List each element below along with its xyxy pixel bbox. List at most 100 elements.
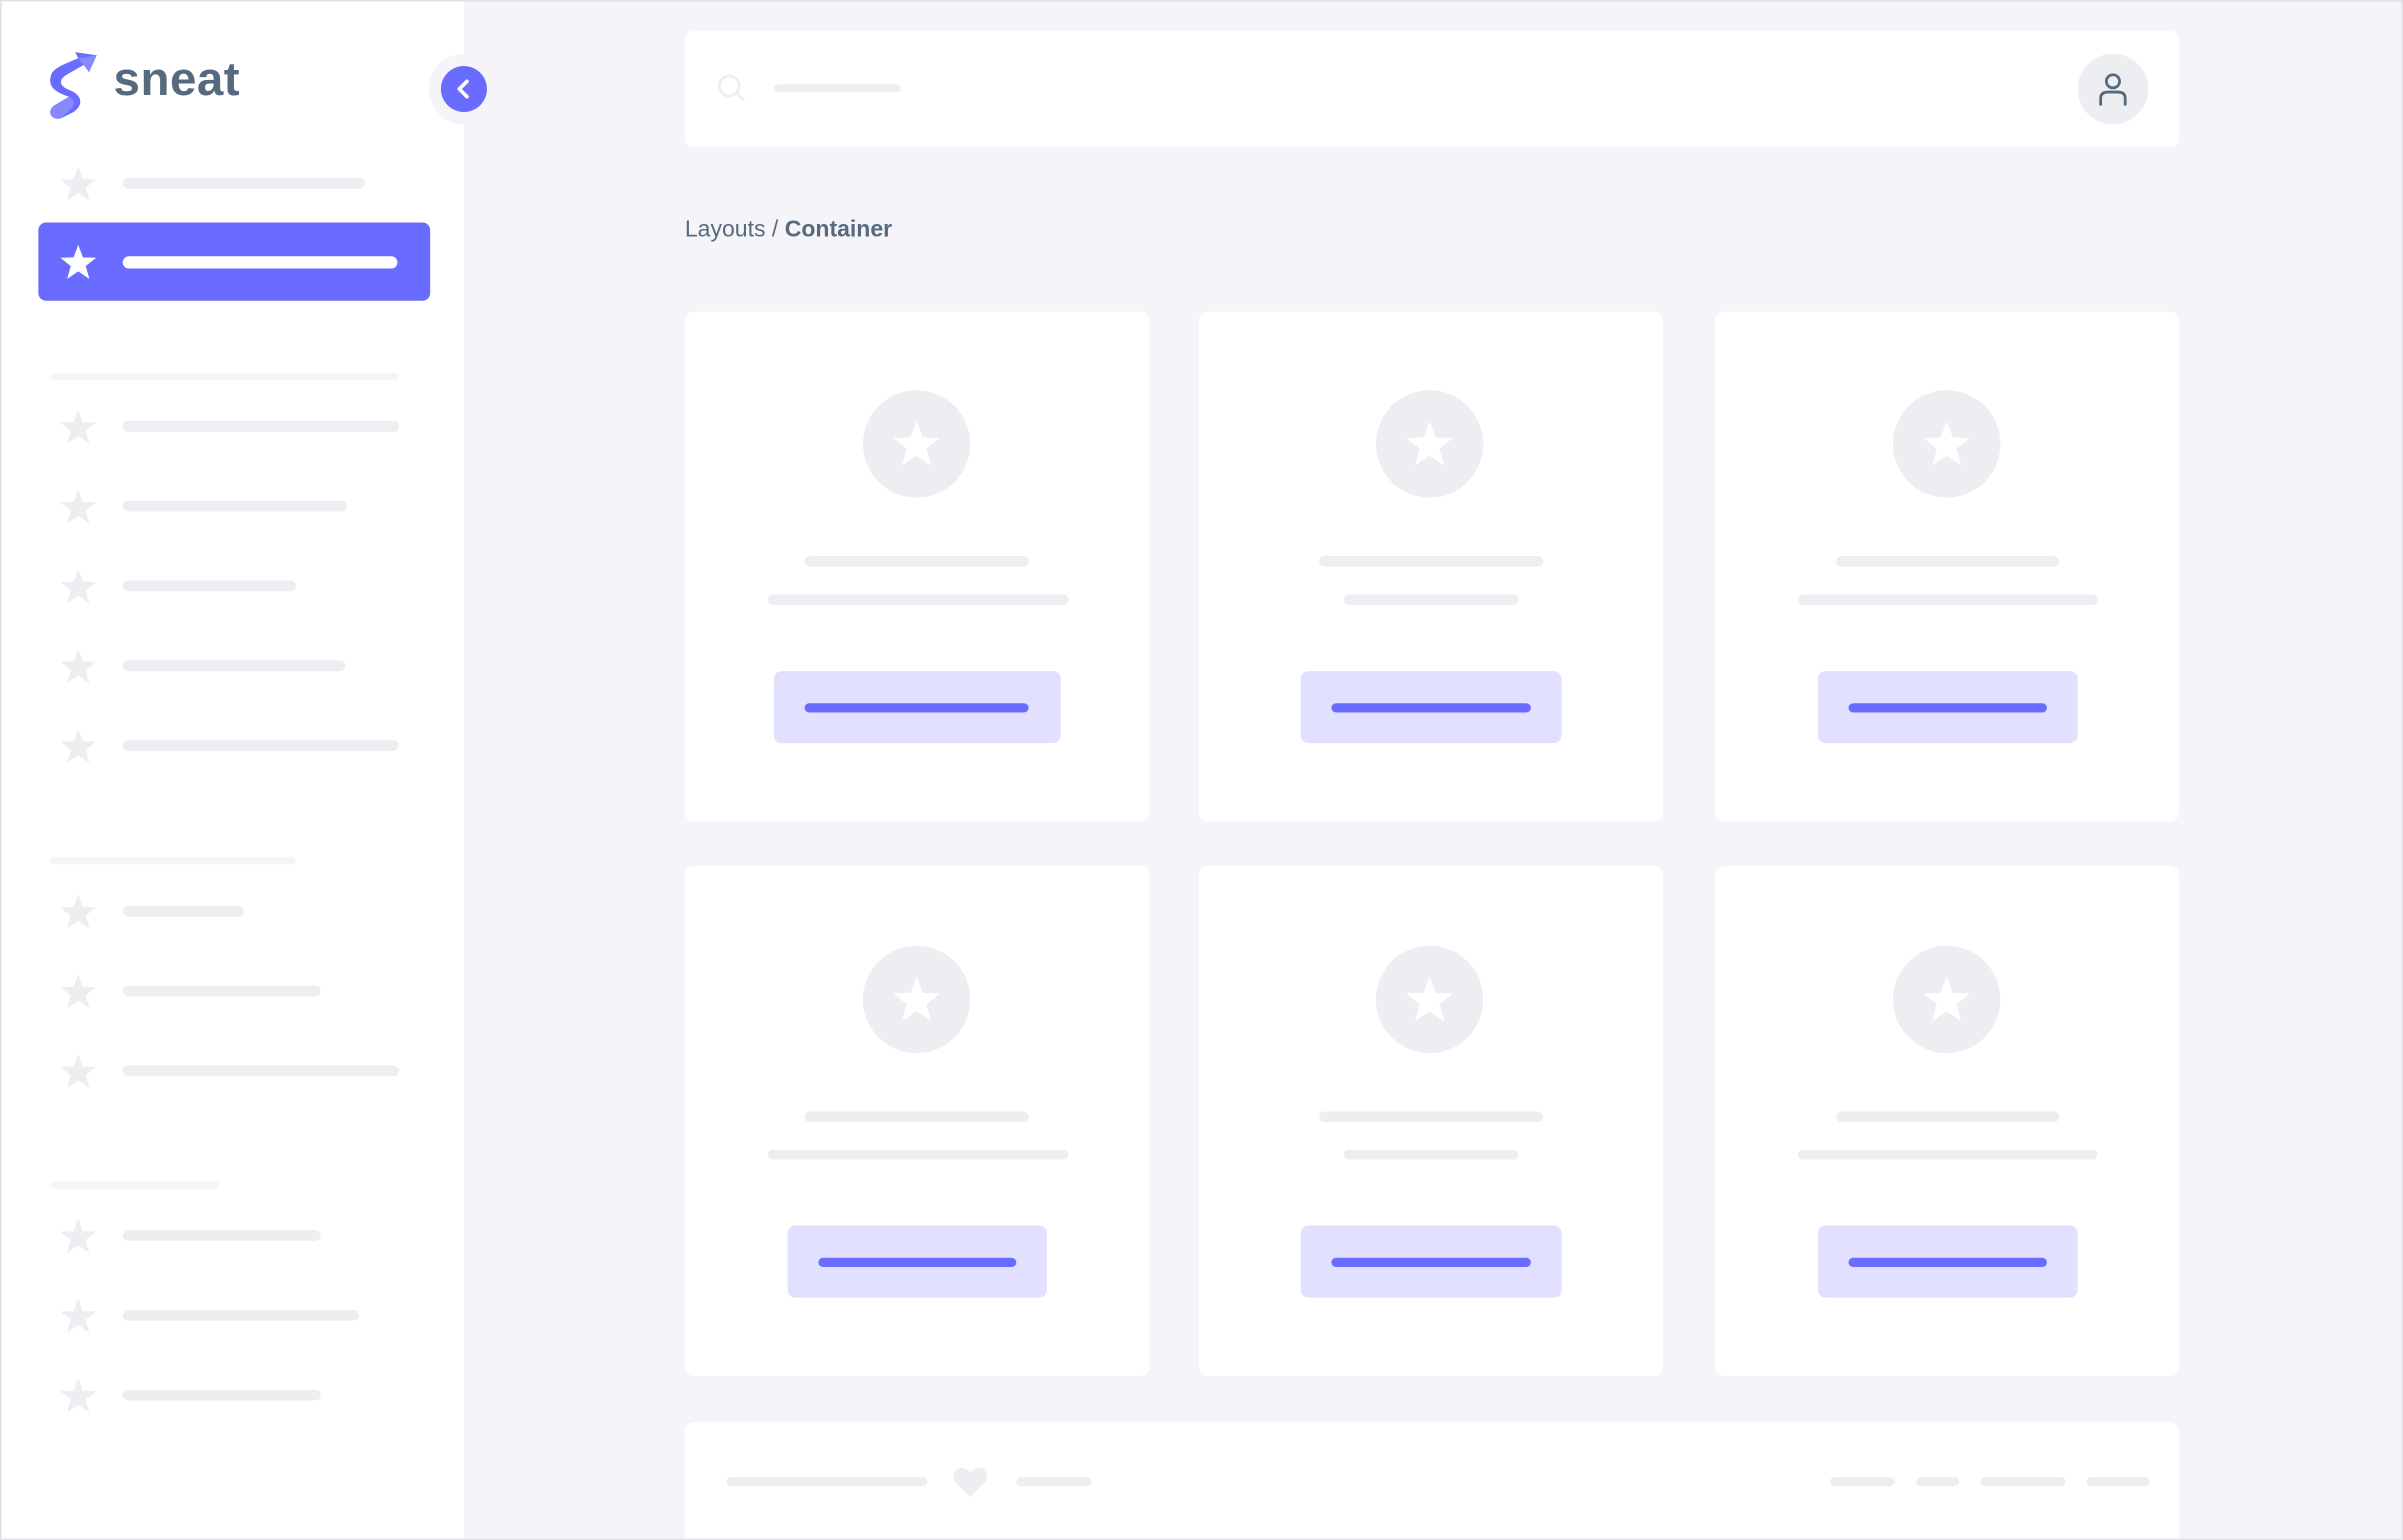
sidebar-section-header [50,856,297,865]
footer-link[interactable] [1016,1477,1092,1487]
star-icon [58,972,98,1012]
card-action-button[interactable] [787,1225,1047,1298]
breadcrumb-current: Container [784,216,893,243]
star-icon [60,649,97,684]
user-avatar-button[interactable] [2077,53,2149,125]
card-icon-circle [1375,390,1484,498]
star-icon [58,567,98,607]
content-card [684,865,1150,1376]
footer-link[interactable] [2086,1477,2150,1487]
chevron-left-icon [457,79,469,99]
breadcrumb-separator: / [765,216,785,243]
search-icon[interactable] [717,74,748,105]
star-icon [58,164,98,204]
user-icon [2099,73,2127,106]
sidebar-item-label[interactable] [122,177,366,189]
card-description [1797,594,2098,606]
sidebar-item-label[interactable] [122,256,398,269]
content-card [1198,865,1663,1376]
card-action-label [804,703,1029,713]
card-description [1343,594,1519,606]
star-icon [60,244,97,280]
footer-link[interactable] [1980,1477,2066,1487]
star-icon [58,1216,98,1256]
sidebar-item-label[interactable] [122,500,347,512]
star-icon [58,892,98,932]
card-title [1319,555,1544,567]
card-title [1319,1111,1544,1123]
footer-text [726,1477,928,1487]
sidebar-item-label[interactable] [122,580,297,592]
card-title [1836,555,2060,567]
card-title [1836,1111,2060,1123]
footer-link[interactable] [1916,1477,1959,1487]
star-icon [58,1052,98,1092]
sidebar-section-header [50,372,399,381]
star-icon [60,1218,97,1253]
star-icon [60,569,97,604]
top-navbar [684,30,2179,148]
star-icon [60,409,97,444]
card-action-button[interactable] [1817,1225,2078,1298]
card-action-button[interactable] [773,671,1061,744]
brand-name: sneat [113,52,241,106]
sidebar-item-label[interactable] [122,1230,321,1241]
content-card [1714,865,2179,1376]
breadcrumb-parent[interactable]: Layouts [684,216,766,243]
card-title [804,1111,1029,1123]
star-icon [60,166,97,201]
star-icon [60,1378,97,1413]
sidebar-item-label[interactable] [122,985,321,997]
card-icon-circle [1892,390,2001,498]
star-icon [58,1296,98,1336]
card-icon-circle [862,390,971,498]
star-icon [60,489,97,524]
star-icon [58,487,98,527]
star-icon [890,418,942,470]
sidebar-item-label[interactable] [122,660,346,672]
sidebar-item-label[interactable] [122,420,399,432]
star-icon [58,647,98,687]
star-icon [60,1054,97,1089]
card-action-button[interactable] [1300,671,1562,744]
star-icon [58,1376,98,1416]
card-description [1343,1149,1519,1160]
star-icon [60,974,97,1009]
card-description [767,594,1069,606]
card-action-label [1848,703,2047,713]
card-action-label [1331,1257,1531,1267]
card-title [804,555,1029,567]
footer-link[interactable] [1830,1477,1895,1487]
sidebar-item-label[interactable] [122,1065,399,1077]
sidebar: sneat [1,1,500,1539]
star-icon [1921,973,1973,1025]
star-icon [58,242,98,282]
star-icon [60,728,97,763]
card-description [1797,1149,2098,1160]
sidebar-item-label[interactable] [122,740,399,751]
sidebar-item-label[interactable] [122,1389,321,1401]
card-action-button[interactable] [1817,671,2078,744]
card-icon-circle [1892,945,2001,1054]
card-description [767,1149,1069,1160]
sidebar-item-label[interactable] [122,905,244,917]
star-icon [890,973,942,1025]
heart-icon [953,1467,987,1498]
star-icon [60,1298,97,1333]
card-action-button[interactable] [1300,1225,1562,1298]
search-input[interactable] [773,84,902,93]
content-card [1198,311,1663,822]
star-icon [58,407,98,447]
card-icon-circle [1375,945,1484,1054]
card-action-label [1331,703,1531,713]
breadcrumb: Layouts / Container [685,216,892,242]
collapse-sidebar-button[interactable] [440,65,487,113]
content-card [684,311,1150,822]
sneat-logo-icon [50,52,97,119]
card-action-label [1848,1257,2047,1267]
sidebar-item-label[interactable] [122,1309,360,1321]
sidebar-section-header [50,1181,220,1189]
card-icon-circle [862,945,971,1054]
footer [684,1421,2179,1539]
